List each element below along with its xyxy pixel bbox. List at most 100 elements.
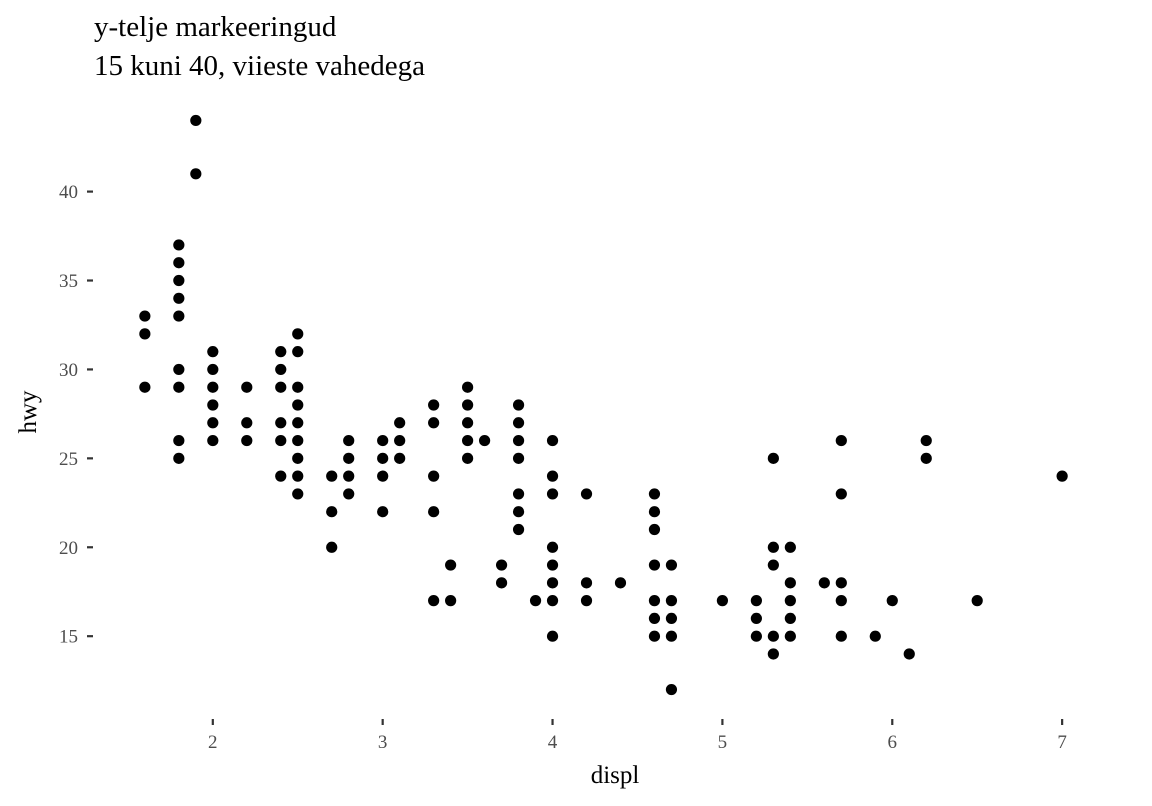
data-point: [665, 612, 678, 625]
y-axis: 15 20 25 30 35 40: [59, 182, 93, 648]
data-point: [767, 452, 779, 464]
data-point: [326, 506, 338, 518]
data-point: [767, 630, 779, 642]
data-point: [428, 595, 440, 607]
data-point: [546, 630, 559, 642]
data-point: [648, 559, 661, 571]
data-point: [648, 506, 661, 518]
data-point: [343, 470, 355, 482]
data-point: [784, 595, 796, 607]
data-point: [886, 595, 898, 607]
data-point: [428, 470, 440, 482]
data-points: [139, 114, 1068, 696]
data-point: [512, 523, 525, 536]
data-point: [971, 595, 983, 607]
data-point: [835, 488, 847, 500]
data-point: [241, 417, 253, 429]
data-point: [767, 559, 779, 571]
data-point: [428, 399, 440, 411]
data-point: [241, 434, 253, 447]
data-point: [818, 577, 830, 589]
data-point: [648, 523, 661, 536]
data-point: [580, 577, 593, 589]
data-point: [292, 417, 304, 429]
data-point: [648, 612, 661, 625]
data-point: [207, 399, 219, 411]
data-point: [784, 541, 796, 553]
data-point: [394, 417, 406, 429]
data-point: [207, 434, 219, 447]
data-point: [139, 310, 151, 322]
data-point: [546, 559, 559, 571]
data-point: [648, 630, 661, 642]
data-point: [512, 417, 525, 429]
data-point: [241, 381, 253, 393]
x-tick-label: 7: [1057, 732, 1067, 753]
data-point: [835, 434, 847, 447]
data-point: [462, 399, 474, 411]
x-tick-label: 5: [718, 732, 728, 753]
data-point: [326, 470, 338, 482]
data-point: [173, 434, 185, 447]
data-point: [767, 541, 779, 553]
data-point: [495, 559, 508, 571]
data-point: [275, 381, 287, 393]
data-point: [292, 470, 304, 482]
data-point: [462, 434, 474, 447]
y-axis-title: hwy: [15, 390, 42, 434]
data-point: [903, 648, 915, 660]
data-point: [190, 114, 202, 127]
data-point: [173, 257, 185, 269]
data-point: [343, 452, 355, 464]
data-point: [462, 381, 474, 393]
data-point: [207, 363, 219, 376]
data-point: [428, 417, 440, 429]
data-point: [665, 683, 678, 696]
data-point: [394, 452, 406, 464]
data-point: [665, 595, 678, 607]
data-point: [292, 452, 304, 464]
data-point: [377, 470, 389, 482]
data-point: [546, 488, 559, 500]
data-point: [546, 541, 559, 553]
data-point: [529, 595, 542, 607]
data-point: [139, 328, 151, 340]
data-point: [512, 506, 525, 518]
data-point: [275, 363, 287, 376]
data-point: [512, 452, 525, 464]
y-tick-label: 30: [59, 360, 78, 381]
data-point: [648, 488, 661, 500]
data-point: [665, 559, 678, 571]
data-point: [292, 434, 304, 447]
data-point: [546, 470, 559, 482]
data-point: [750, 595, 762, 607]
data-point: [767, 648, 779, 660]
x-tick-label: 4: [548, 732, 558, 753]
data-point: [173, 452, 185, 464]
y-tick-label: 40: [59, 182, 78, 203]
data-point: [343, 434, 355, 447]
data-point: [326, 541, 338, 553]
x-tick-label: 3: [378, 732, 388, 753]
data-point: [835, 595, 847, 607]
data-point: [1056, 470, 1068, 482]
x-tick-label: 6: [888, 732, 898, 753]
data-point: [546, 577, 559, 589]
chart-title: y-telje markeeringud: [94, 11, 337, 43]
data-point: [784, 577, 796, 589]
data-point: [512, 488, 525, 500]
data-point: [207, 381, 219, 393]
data-point: [292, 399, 304, 411]
data-point: [920, 434, 932, 447]
x-axis: 2 3 4 5 6 7: [208, 719, 1067, 753]
data-point: [207, 346, 219, 358]
y-tick-label: 15: [59, 627, 78, 648]
data-point: [207, 417, 219, 429]
data-point: [173, 381, 185, 393]
data-point: [173, 292, 185, 304]
data-point: [784, 612, 796, 625]
data-point: [512, 399, 525, 411]
data-point: [292, 346, 304, 358]
data-point: [292, 381, 304, 393]
x-axis-title: displ: [591, 762, 640, 789]
